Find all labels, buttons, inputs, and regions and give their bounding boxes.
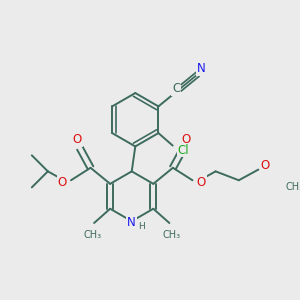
Text: H: H [138,222,145,231]
Text: O: O [58,176,67,189]
Text: O: O [182,133,191,146]
Text: CH₃: CH₃ [162,230,180,240]
Text: CH₃: CH₃ [285,182,300,192]
Text: O: O [73,133,82,146]
Text: C: C [172,82,180,95]
Text: Cl: Cl [178,143,189,157]
Text: O: O [261,159,270,172]
Text: O: O [197,176,206,189]
Text: N: N [128,216,136,229]
Text: N: N [197,62,206,76]
Text: CH₃: CH₃ [83,230,101,240]
